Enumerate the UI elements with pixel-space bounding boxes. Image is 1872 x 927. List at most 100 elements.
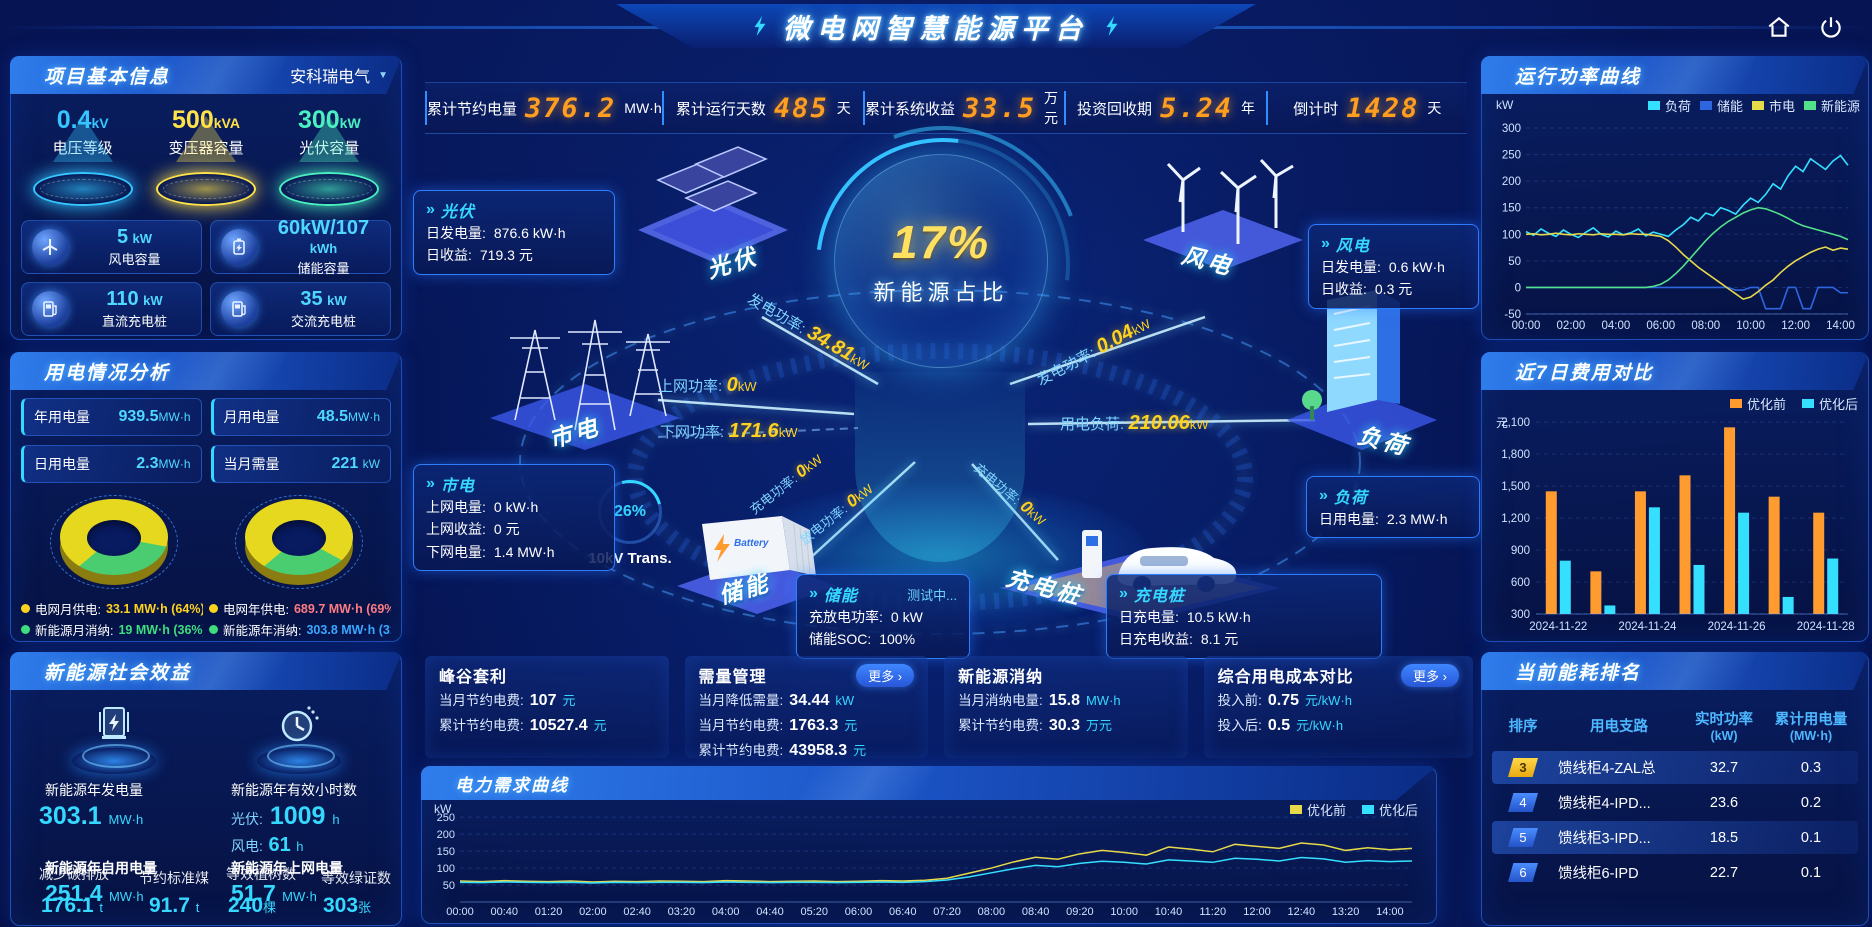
demand-chart: 250 200 150 100 50 00:00 00:40 01:20 02:00 02:40 0… (437, 812, 1413, 918)
table-row[interactable]: 5 馈线柜3-IPD... 18.5 0.1 (1492, 821, 1858, 854)
legend-chip (1647, 101, 1660, 110)
charger-icon (221, 291, 257, 327)
table-row[interactable]: 3 馈线柜4-ZAL总 32.7 0.3 (1492, 751, 1858, 784)
svg-text:900: 900 (1511, 545, 1530, 557)
legend-chip (1289, 805, 1302, 814)
svg-text:00:00: 00:00 (1512, 320, 1541, 332)
svg-text:250: 250 (1502, 150, 1521, 162)
info-row: 日用电量: 2.3 MW·h (1319, 511, 1448, 527)
flow-to-grid: 上网功率: 0kW (658, 374, 757, 396)
svg-text:2024-11-22: 2024-11-22 (1529, 621, 1587, 633)
legend-chip (1699, 101, 1712, 110)
program-row: 累计节约电费: 30.3 万元 (958, 716, 1112, 734)
info-row: 下网电量: 1.4 MW·h (426, 543, 555, 560)
energy-ranking-panel: 当前能耗排名 排序 用电支路 实时功率 (kW) 累计用电量 (MW·h) 3 馈线柜4-Z… (1481, 652, 1869, 926)
cost-legend: 优化前 优化后 (1729, 394, 1858, 413)
podium-transformer: 500kVA 变压器容量 (147, 106, 265, 214)
power-icon[interactable] (1818, 14, 1844, 40)
capacity-card-ac-charger: 35 kW 交流充电桩 (210, 282, 391, 336)
lightning-icon (754, 16, 766, 36)
svg-text:10:00: 10:00 (1110, 906, 1138, 918)
home-icon[interactable] (1766, 14, 1792, 40)
svg-text:1,500: 1,500 (1501, 481, 1530, 493)
program-row: 当月节约电费: 1763.3 元 (698, 716, 858, 734)
info-box-title: 市电 (440, 478, 475, 495)
program-title: 需量管理 (698, 669, 767, 686)
panel-corner-icon (409, 758, 431, 780)
table-row[interactable]: 6 馈线柜6-IPD 22.7 0.1 (1492, 856, 1858, 889)
kpi-value: 33.5 (962, 92, 1037, 124)
svg-text:100: 100 (437, 863, 455, 875)
rank-badge: 3 (1508, 758, 1538, 777)
chevron-right-icon: » (426, 475, 435, 492)
legend-item: 新能源 (1803, 96, 1860, 115)
rank-badge: 6 (1508, 863, 1538, 882)
generation-icon (69, 702, 159, 774)
benefit-label: 新能源年发电量 (45, 782, 143, 798)
lightning-icon (1106, 16, 1118, 36)
svg-text:600: 600 (1511, 577, 1530, 589)
power-legend: 负荷 储能 市电 新能源 (1647, 96, 1860, 115)
chevron-right-icon: » (809, 585, 818, 602)
program-boxes: 峰谷套利 当月节约电费: 107 元累计节约电费: 10527.4 元需量管理 更多 › 当月… (425, 656, 1473, 759)
svg-text:Battery: Battery (734, 538, 769, 549)
usage-analysis-panel: 用电情况分析 年用电量 939.5MW·h 月用电量 48.5MW·h 日用电量 2.… (10, 352, 402, 642)
program-row: 投入后: 0.5 元/kW·h (1217, 716, 1344, 734)
more-button[interactable]: 更多 › (1401, 663, 1459, 687)
table-row[interactable]: 4 馈线柜4-IPD... 23.6 0.2 (1492, 786, 1858, 819)
svg-text:08:00: 08:00 (978, 906, 1006, 918)
panel-title: 新能源社会效益 (44, 662, 192, 684)
info-row: 充放电功率: 0 kW (809, 609, 923, 625)
legend-chip (1803, 101, 1816, 110)
new-energy-share-label: 新能源占比 (873, 280, 1009, 305)
svg-text:300: 300 (1502, 123, 1521, 135)
svg-text:11:20: 11:20 (1199, 906, 1226, 918)
capacity-cards: 5 kW 风电容量 60kW/107 kWh 储能容量 110 kW 直流充电桩 35… (21, 217, 391, 336)
program-row: 累计节约电费: 43958.3 元 (698, 741, 867, 759)
svg-text:09:20: 09:20 (1066, 906, 1094, 918)
kpi-item: 投资回收期 5.24 年 (1064, 91, 1265, 125)
charger-info-box: » 充电桩 日充电量: 10.5 kW·h 日充电收益: 8.1 元 (1106, 574, 1382, 659)
kpi-value: 1428 (1346, 92, 1420, 124)
info-row: 日充电量: 10.5 kW·h (1119, 609, 1251, 625)
y-axis-label: kW (434, 802, 452, 816)
kpi-label: 累计系统收益 (864, 100, 955, 118)
svg-text:2024-11-28: 2024-11-28 (1797, 621, 1855, 633)
program-row: 当月降低需量: 34.44 kW (698, 692, 855, 709)
rank-badge: 4 (1508, 793, 1538, 812)
stat-day-usage: 日用电量 2.3MW·h (21, 445, 202, 483)
stat-year-usage: 年用电量 939.5MW·h (21, 398, 202, 436)
panel-title: 用电情况分析 (44, 362, 171, 384)
info-row: 日充电收益: 8.1 元 (1119, 631, 1239, 648)
panel-title: 运行功率曲线 (1515, 66, 1642, 88)
svg-text:03:20: 03:20 (668, 906, 696, 918)
benefit-label: 新能源年有效小时数 (231, 782, 357, 798)
svg-text:02:00: 02:00 (1557, 320, 1586, 332)
program-title: 新能源消纳 (958, 669, 1044, 686)
chevron-right-icon: » (1321, 235, 1330, 252)
energy-share-sphere: 17% 新能源占比 (834, 154, 1048, 368)
status-badge: 测试中... (907, 587, 957, 603)
kpi-unit: MW·h (624, 100, 662, 116)
legend-item: 市电 (1751, 96, 1795, 115)
benefits-stats: 新能源年发电量 303.1 MW·h 新能源年有效小时数 光伏: 1009 h … (39, 782, 391, 917)
panel-corner-icon (0, 644, 20, 666)
svg-text:12:40: 12:40 (1288, 906, 1316, 918)
wind-turbines-icon (1143, 158, 1303, 270)
company-dropdown[interactable]: 安科瑞电气 ▼ (290, 63, 388, 87)
svg-text:13:20: 13:20 (1332, 906, 1360, 918)
svg-text:200: 200 (1502, 176, 1521, 188)
info-box-title: 储能 (823, 588, 858, 605)
social-benefits-panel: 新能源社会效益 新能源年发电量 303.1 MW·h 新能源年有效小时数 光伏:… (10, 652, 402, 926)
svg-text:00:00: 00:00 (446, 906, 474, 918)
svg-text:02:00: 02:00 (579, 906, 607, 918)
donut-legend: 电网月供电: 33.1 MW·h (64%) 电网年供电: 689.7 MW·h (… (21, 599, 391, 639)
demand-legend: 优化前 优化后 (1289, 800, 1418, 819)
legend-chip (1751, 101, 1764, 110)
info-box-title: 充电桩 (1133, 588, 1185, 605)
y-axis-label: kW (1496, 98, 1514, 112)
kpi-unit: 万元 (1044, 90, 1059, 126)
legend-item: 电网年供电: 689.7 MW·h (69%) (209, 599, 391, 618)
energy-flow-diagram: 17% 新能源占比 Battery (410, 81, 1480, 665)
more-button[interactable]: 更多 › (856, 663, 915, 687)
